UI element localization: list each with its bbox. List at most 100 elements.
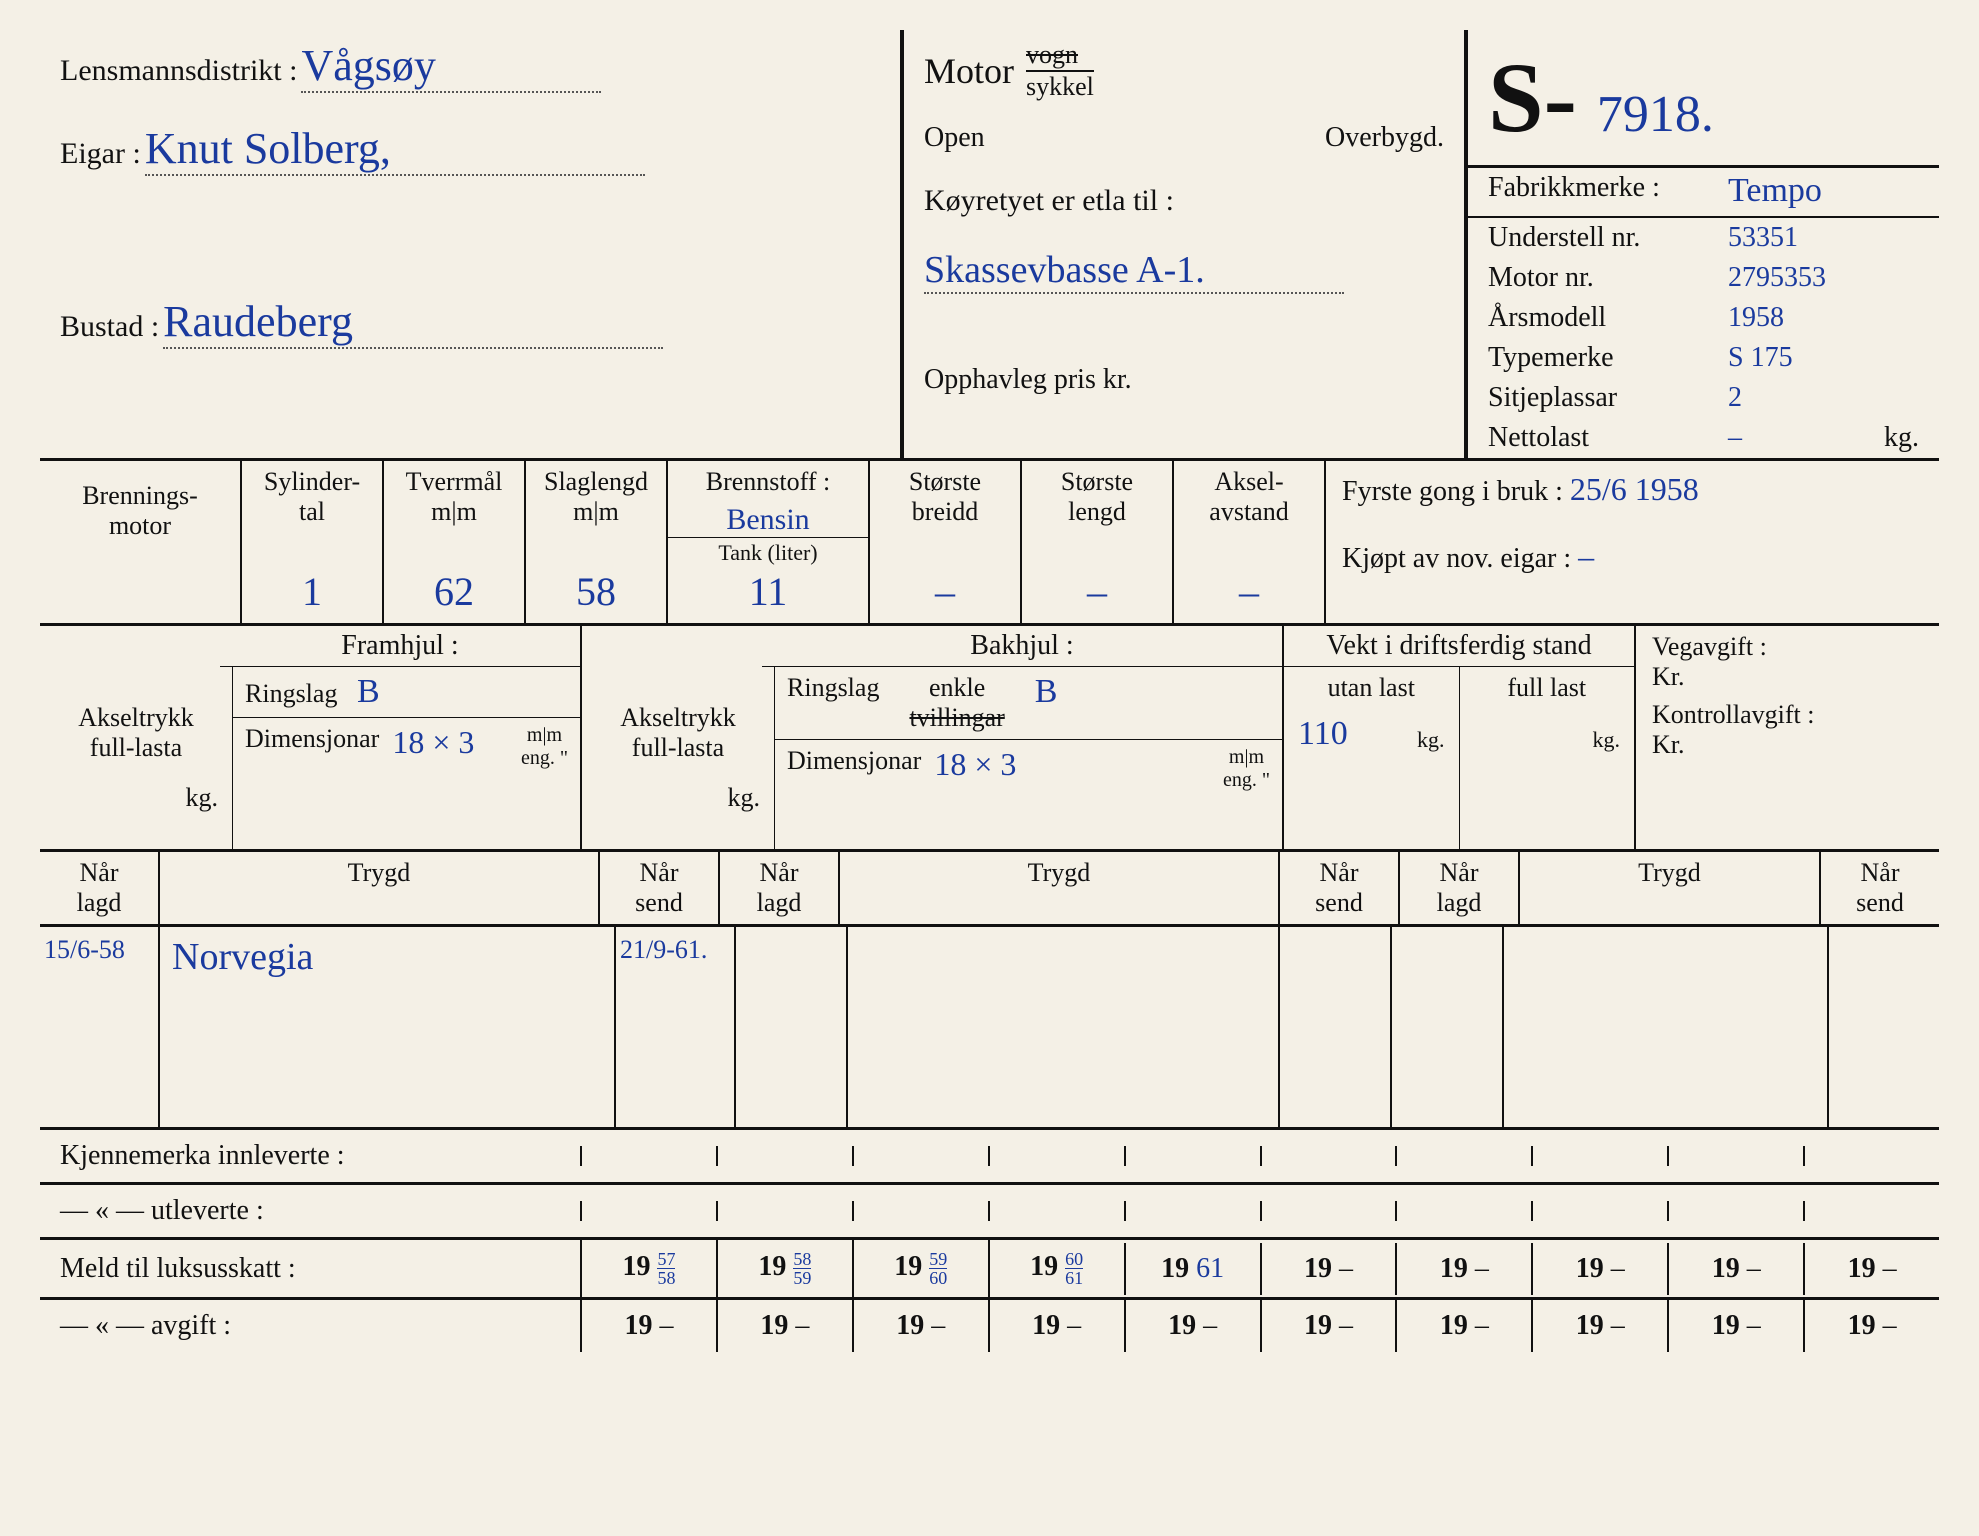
arsmodell-value: 1958 xyxy=(1728,302,1919,334)
overbygd-label: Overbygd. xyxy=(1325,122,1444,154)
f2d: 59 xyxy=(793,1269,811,1287)
ay6: 19 xyxy=(1304,1310,1332,1341)
aksel-value: – xyxy=(1174,533,1324,623)
trygd-h-lagd3: Når lagd xyxy=(1400,852,1520,924)
koyretyet-label: Køyretyet er etla til : xyxy=(924,184,1444,218)
y1: 19 xyxy=(622,1251,650,1282)
ad10: – xyxy=(1883,1310,1897,1341)
eigar-label: Eigar : xyxy=(60,137,141,170)
s-prefix: S- xyxy=(1488,40,1577,155)
motornr-label: Motor nr. xyxy=(1488,262,1708,294)
ay8: 19 xyxy=(1576,1310,1604,1341)
koyretyet-value: Skassevbasse A-1. xyxy=(924,248,1344,294)
ad5: – xyxy=(1203,1310,1217,1341)
y10: 19 xyxy=(1848,1253,1876,1284)
gong-value: 25/6 1958 xyxy=(1570,471,1699,507)
kjopt-label: Kjøpt av nov. eigar : xyxy=(1342,543,1571,574)
meld-avgift-label: — « — avgift : xyxy=(40,1300,580,1352)
ad4: – xyxy=(1067,1310,1081,1341)
tverr-label: Tverrmål m|m xyxy=(384,461,524,533)
trygd-h-trygd2: Trygd xyxy=(840,852,1280,924)
y8: 19 xyxy=(1576,1253,1604,1284)
y7: 19 xyxy=(1440,1253,1468,1284)
f2n: 58 xyxy=(793,1250,811,1269)
motornr-value: 2795353 xyxy=(1728,262,1919,294)
dim-fram-unit: m|m eng. " xyxy=(521,724,568,770)
kontroll-label: Kontrollavgift : xyxy=(1652,700,1923,730)
ad2: – xyxy=(795,1310,809,1341)
ad6: – xyxy=(1339,1310,1353,1341)
dim-fram-label: Dimensjonar xyxy=(245,724,379,770)
dim-bak-label: Dimensjonar xyxy=(787,746,921,792)
y4: 19 xyxy=(1030,1251,1058,1282)
vekt-title: Vekt i driftsferdig stand xyxy=(1284,626,1634,667)
breidd-label: Største breidd xyxy=(870,461,1020,533)
ay7: 19 xyxy=(1440,1310,1468,1341)
d8: – xyxy=(1611,1253,1625,1284)
dim-bak-value: 18 × 3 xyxy=(934,746,1016,792)
y3: 19 xyxy=(894,1251,922,1282)
brennings-label: Brennings- motor xyxy=(40,461,240,547)
f3n: 59 xyxy=(929,1250,947,1269)
arsmodell-label: Årsmodell xyxy=(1488,302,1708,334)
ay2: 19 xyxy=(760,1310,788,1341)
understell-value: 53351 xyxy=(1728,222,1919,254)
nettolast-value: – xyxy=(1728,422,1864,454)
s-number: 7918. xyxy=(1597,85,1714,144)
sykkel-label: sykkel xyxy=(1026,70,1094,102)
open-label: Open xyxy=(924,122,985,154)
y6: 19 xyxy=(1304,1253,1332,1284)
d6: – xyxy=(1339,1253,1353,1284)
d9: – xyxy=(1747,1253,1761,1284)
y2: 19 xyxy=(758,1251,786,1282)
trygd-send: 21/9-61. xyxy=(616,927,736,1127)
dim-fram-value: 18 × 3 xyxy=(392,724,474,770)
gong-label: Fyrste gong i bruk : xyxy=(1342,476,1563,507)
utan-value: 110 xyxy=(1298,715,1348,753)
y5: 19 xyxy=(1161,1253,1189,1284)
motor-label: Motor xyxy=(924,50,1014,92)
full-label: full last xyxy=(1466,673,1629,703)
typemerke-value: S 175 xyxy=(1728,342,1919,374)
ringslag-fram-label: Ringslag xyxy=(245,679,337,708)
ad3: – xyxy=(931,1310,945,1341)
ay4: 19 xyxy=(1032,1310,1060,1341)
breidd-value: – xyxy=(870,533,1020,623)
kjopt-value: – xyxy=(1578,538,1594,574)
vogn-strike: vogn xyxy=(1026,40,1094,70)
trygd-h-send3: Når send xyxy=(1821,852,1939,924)
nettolast-label: Nettolast xyxy=(1488,422,1708,454)
kg-bak-label: kg. xyxy=(588,763,768,813)
brennstoff-label: Brennstoff : xyxy=(668,461,868,503)
ay1: 19 xyxy=(624,1310,652,1341)
lensmann-label: Lensmannsdistrikt : xyxy=(60,54,297,87)
slag-value: 58 xyxy=(526,533,666,623)
ringslag-bak-value: B xyxy=(1035,673,1058,733)
d10: – xyxy=(1883,1253,1897,1284)
kg-label: kg. xyxy=(1884,422,1919,454)
ringslag-bak-label: Ringslag xyxy=(787,673,879,733)
trygd-h-trygd3: Trygd xyxy=(1520,852,1821,924)
syl-value: 1 xyxy=(242,533,382,623)
aksel-label: Aksel- avstand xyxy=(1174,461,1324,533)
kontroll-kr: Kr. xyxy=(1652,730,1923,760)
y9: 19 xyxy=(1712,1253,1740,1284)
enkle-label: enkle xyxy=(909,673,1004,703)
f1d: 58 xyxy=(657,1269,675,1287)
trygd-h-send2: Når send xyxy=(1280,852,1400,924)
ringslag-fram-value: B xyxy=(357,673,380,710)
opphavleg-label: Opphavleg pris kr. xyxy=(924,364,1444,396)
f4d: 61 xyxy=(1065,1269,1083,1287)
trygd-h-lagd1: Når lagd xyxy=(40,852,160,924)
full-kg: kg. xyxy=(1593,727,1621,753)
eigar-value: Knut Solberg, xyxy=(145,123,645,176)
ay3: 19 xyxy=(896,1310,924,1341)
d7: – xyxy=(1475,1253,1489,1284)
trygd-h-send1: Når send xyxy=(600,852,720,924)
f5: 61 xyxy=(1196,1253,1224,1284)
brennstoff-value: Bensin xyxy=(668,503,868,537)
ad1: – xyxy=(659,1310,673,1341)
vegavgift-kr: Kr. xyxy=(1652,662,1923,692)
bustad-label: Bustad : xyxy=(60,310,159,343)
fabrikk-label: Fabrikkmerke : xyxy=(1488,172,1708,210)
